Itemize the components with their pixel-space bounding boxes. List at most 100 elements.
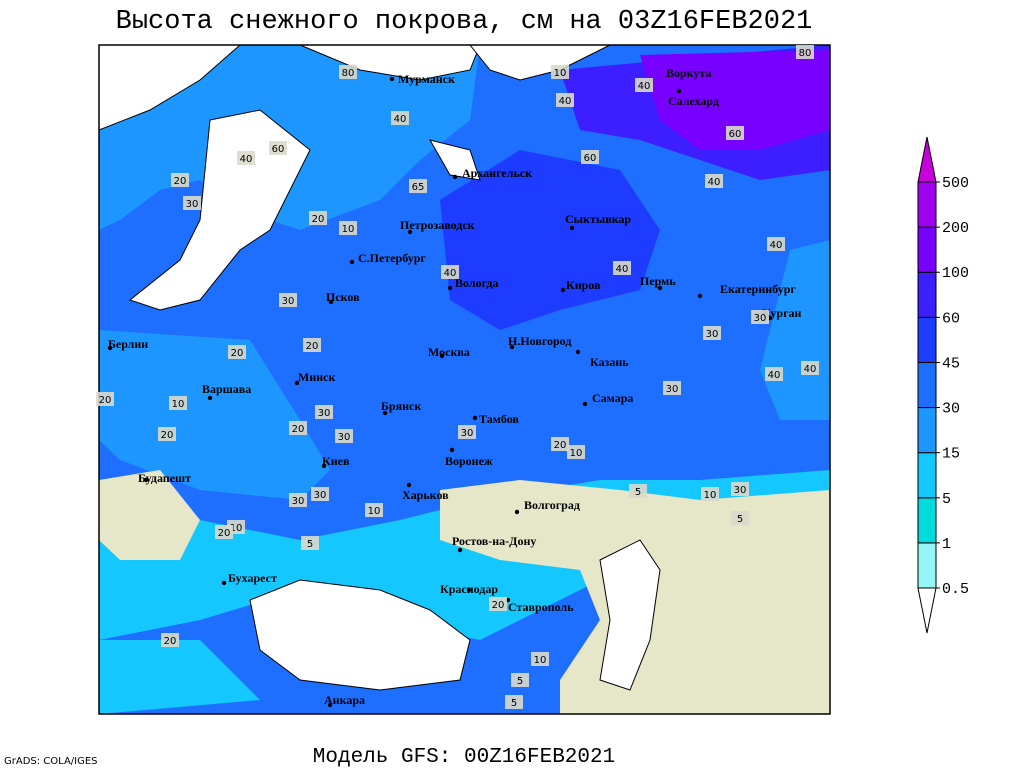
map-frame [98,44,831,715]
black-sea [249,579,471,691]
contour-label-box [171,173,189,187]
contour-label-box [315,405,333,419]
contour-label: 40 [638,81,651,92]
city-dot [509,344,515,350]
city-label: Киев [322,454,350,468]
city-dot [321,463,327,469]
city-label: Казань [590,355,629,369]
contour-label-box [767,237,785,251]
contour-label-box [796,45,814,59]
no-snow [99,470,200,560]
contour-label-box [731,482,749,496]
zone [640,50,830,150]
map [98,44,831,715]
city-label: Харьков [402,488,449,502]
contour-label-box [751,310,769,324]
contour-label-box [161,633,179,647]
city-label: Архангельск [462,166,532,180]
contour-label-box [289,421,307,435]
contour-label: 10 [172,399,185,410]
city-label: С.Петербург [358,251,426,265]
city-dot [407,229,413,235]
contour-label: 20 [99,395,112,406]
city-label: Воронеж [445,454,493,468]
contour-label-box [339,221,357,235]
contour-label-box [269,141,287,155]
contour-label-box [703,326,721,340]
legend-swatch [917,452,937,499]
contour-label: 65 [412,182,425,193]
contour-label: 20 [174,176,187,187]
contour-label-box [731,511,749,525]
city-dot [447,285,453,291]
contour-label-box [613,261,631,275]
contour-label-box [169,396,187,410]
city-label: Пермь [640,274,676,288]
contour-label: 30 [318,408,331,419]
contour-label-box [237,151,255,165]
zone [440,150,660,330]
title: Высота снежного покрова, см на 03Z16FEB2… [116,7,813,37]
city-label: Будапешт [138,471,191,485]
contour-label: 5 [517,676,523,687]
city-label: Екатеринбург [720,282,796,296]
contour-label: 5 [737,514,743,525]
city-label: Варшава [202,382,251,396]
legend-swatch [917,226,937,273]
legend-swatch [917,542,937,589]
contour-label: 30 [292,496,305,507]
contour-label: 30 [314,490,327,501]
city-dot [143,477,149,483]
city-label: Петрозаводск [400,218,475,232]
city-label: Псков [326,290,360,304]
contour-label-box [765,367,783,381]
contour-label-box [365,503,383,517]
model-label: Модель GFS: 00Z16FEB2021 [313,746,615,768]
contour-label: 30 [186,199,199,210]
legend-label: 0.5 [942,581,969,598]
contour-label: 30 [666,384,679,395]
city-dot [406,482,412,488]
legend-swatch [917,497,937,544]
city-label: Краснодар [440,582,498,596]
contour-label-box [391,111,409,125]
contour-label-box [581,150,599,164]
city-label: Брянск [381,399,421,413]
baltic-sea [128,109,311,311]
contour-label-box [335,429,353,443]
city-dot [569,225,575,231]
city-dot [349,259,355,265]
contour-label-box [551,65,569,79]
contour-label-box [701,487,719,501]
city-label: Мурманск [398,72,455,86]
city-label: Берлин [108,337,148,351]
contour-label: 20 [312,214,325,225]
city-dot [328,299,334,305]
city-label: Курган [762,306,802,320]
city-label: Вологда [455,276,499,290]
city-label: Воркута [666,66,711,80]
white-sea [428,139,481,181]
city-label: Н.Новгород [508,334,571,348]
contour-label: 60 [729,129,742,140]
contour-label: 60 [584,153,597,164]
city-label: Сыктывкар [565,212,631,226]
city-dot [457,547,463,553]
contour-label-box [279,293,297,307]
city-dot [472,415,478,421]
contour-label-box [505,695,523,709]
legend-label: 30 [942,401,960,418]
contour-label-box [158,427,176,441]
legend-swatch [917,587,937,634]
city-dot [676,88,682,94]
contour-label-box [409,179,427,193]
contour-label: 30 [734,485,747,496]
legend-swatch [917,361,937,409]
contour-label: 40 [770,240,783,251]
legend-label: 60 [942,310,960,327]
contour-label: 10 [554,68,567,79]
contour-label-box [556,93,574,107]
contour-label-box [228,345,246,359]
